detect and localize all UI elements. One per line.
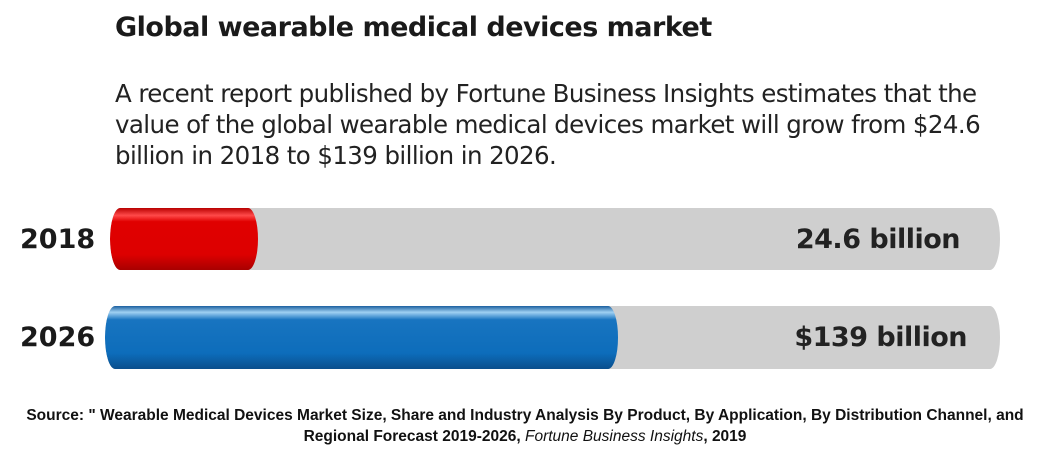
bar-2018 [110,208,258,270]
source-text: Source: " Wearable Medical Devices Marke… [26,407,1024,445]
bar-row-2018: 2018 24.6 billion [0,208,1050,270]
source-year: , 2019 [703,428,747,445]
value-label: $139 billion [794,322,967,353]
bar-2026 [105,306,618,369]
category-label: 2026 [20,322,96,353]
bar-row-2026: 2026 $139 billion [0,306,1050,369]
source-publisher: Fortune Business Insights [524,428,704,445]
category-label: 2018 [20,223,96,255]
source-citation: Source: " Wearable Medical Devices Marke… [0,405,1050,447]
value-label: 24.6 billion [795,223,961,255]
bar-track [110,208,1000,270]
bar-track [105,306,1000,369]
chart-title: Global wearable medical devices market [115,12,712,43]
intro-text: A recent report published by Fortune Bus… [115,79,981,170]
